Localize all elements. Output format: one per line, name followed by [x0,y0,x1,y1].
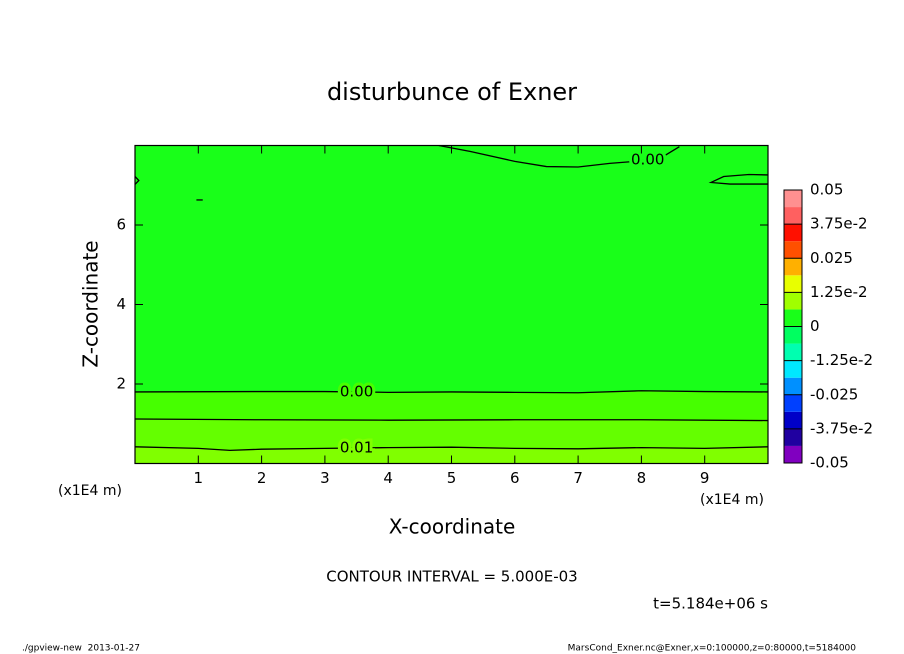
x-tick-label: 5 [447,469,457,487]
x-tick-label: 7 [573,469,583,487]
contour-line [135,418,768,422]
colorbar-band [784,275,802,293]
contour-label: 0.00 [631,150,664,168]
colorbar-tick-label: -3.75e-2 [810,419,873,437]
colorbar-band [784,292,802,310]
colorbar-band [784,258,802,276]
footer-left: ./gpview-new 2013-01-27 [22,644,140,654]
colorbar-band [784,377,802,395]
x-tick-label: 1 [194,469,204,487]
y-tick-label: 4 [116,295,126,313]
colorbar-tick-label: 0.05 [810,181,843,199]
x-tick-label: 4 [383,469,393,487]
plot-area: 0.01 0.00 0.00 [135,145,768,464]
time-label: t=5.184e+06 s [653,595,768,613]
y-axis-label: Z-coordinate [79,240,103,367]
colorbar-tick-label: 0 [810,317,820,335]
colorbar-band [784,326,802,344]
x-unit-label: (x1E4 m) [58,483,122,499]
contour-interval: CONTOUR INTERVAL = 5.000E-03 [326,568,577,586]
x-tick-label: 3 [320,469,330,487]
x-tick-label: 8 [637,469,647,487]
colorbar-tick-label: -0.025 [810,385,858,403]
colorbar-tick-label: -1.25e-2 [810,351,873,369]
contour-line [708,173,768,185]
colorbar-tick-label: 1.25e-2 [810,283,868,301]
colorbar-band [784,411,802,429]
colorbar-tick-label: 0.025 [810,249,853,267]
contour-line [438,145,680,168]
colorbar-band [784,360,802,378]
colorbar-band [784,445,802,463]
contour-line [135,390,768,394]
colorbar-band [784,224,802,242]
colorbar-band [784,394,802,412]
x-tick-label: 2 [257,469,267,487]
x-tick-label: 9 [700,469,710,487]
x-unit-label: (x1E4 m) [700,492,764,508]
contour-line [135,446,768,452]
colorbar-band [784,207,802,225]
footer-right: MarsCond_Exner.nc@Exner,x=0:100000,z=0:8… [568,644,857,654]
contour-line [135,176,140,185]
x-tick-label: 6 [510,469,520,487]
colorbar-band [784,343,802,361]
contour-label: 0.01 [340,438,373,456]
chart-title: disturbunce of Exner [327,78,577,106]
colorbar-tick-label: -0.05 [810,454,849,472]
y-tick-label: 2 [116,375,126,393]
colorbar-band [784,241,802,259]
colorbar-band [784,190,802,208]
colorbar-band [784,428,802,446]
y-tick-label: 6 [116,216,126,234]
contour-label: 0.00 [340,382,373,400]
colorbar-tick-label: 3.75e-2 [810,215,868,233]
contour-fill [135,446,768,464]
x-axis-label: X-coordinate [389,515,516,539]
colorbar-band [784,309,802,327]
